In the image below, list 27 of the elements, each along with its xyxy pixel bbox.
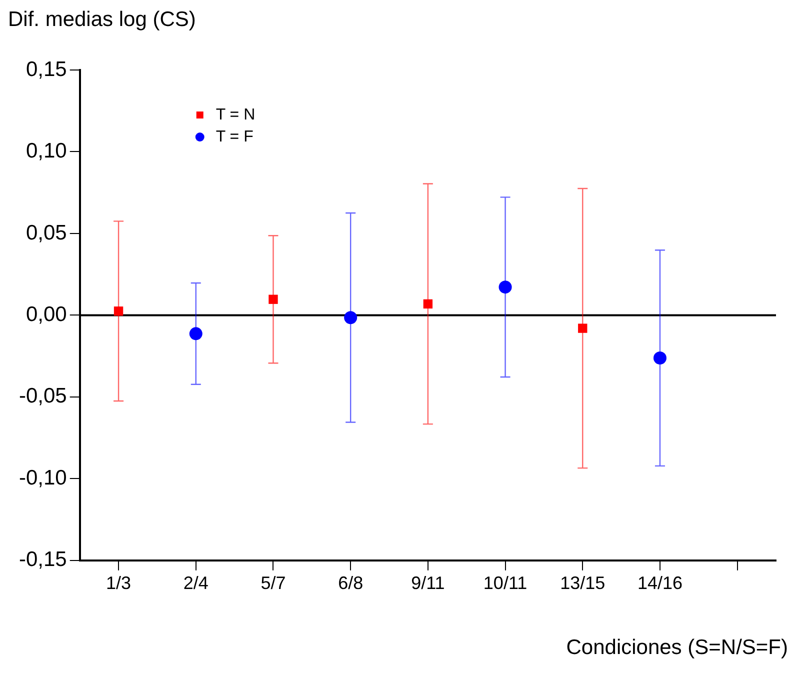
legend-label: T = N <box>216 106 256 124</box>
y-tick-label: -0,10 <box>18 466 67 490</box>
legend-label: T = F <box>216 128 254 146</box>
point <box>189 327 202 340</box>
y-tick-label: -0,05 <box>18 384 67 408</box>
y-axis-title: Dif. medias log (CS) <box>8 8 196 32</box>
y-tick-label: 0,00 <box>26 302 67 326</box>
y-tick-label: 0,15 <box>26 58 67 81</box>
point <box>268 294 278 304</box>
x-axis-title: Condiciones (S=N/S=F) <box>566 636 788 660</box>
x-tick-label: 9/11 <box>411 573 445 594</box>
x-tick-label: 5/7 <box>260 573 286 594</box>
point <box>498 280 512 294</box>
y-tick-label: -0,15 <box>18 548 67 572</box>
x-tick-label: 14/16 <box>637 573 682 594</box>
x-tick-label: 2/4 <box>183 573 208 594</box>
x-tick-label: 13/15 <box>560 573 606 594</box>
y-tick-label: 0,05 <box>26 221 67 244</box>
point <box>653 352 666 365</box>
point <box>344 311 358 324</box>
x-tick-label: 6/8 <box>338 573 364 594</box>
x-tick-label: 10/11 <box>483 573 528 594</box>
x-tick-label: 1/3 <box>106 573 132 594</box>
y-tick-label: 0,10 <box>26 140 67 163</box>
point <box>114 306 124 316</box>
point <box>578 324 588 333</box>
point <box>423 299 433 309</box>
